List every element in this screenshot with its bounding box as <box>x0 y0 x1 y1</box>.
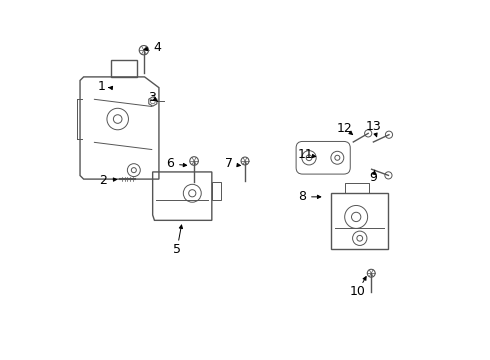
Text: 10: 10 <box>350 285 366 298</box>
Text: 9: 9 <box>369 171 377 184</box>
Text: 6: 6 <box>166 157 173 170</box>
Text: 11: 11 <box>297 148 313 161</box>
Text: 1: 1 <box>98 80 105 93</box>
Text: 12: 12 <box>337 122 353 135</box>
Text: 13: 13 <box>366 121 381 134</box>
Text: 3: 3 <box>148 91 156 104</box>
Text: 5: 5 <box>173 243 181 256</box>
Text: 8: 8 <box>297 190 306 203</box>
Text: 7: 7 <box>225 157 233 170</box>
Text: 4: 4 <box>153 41 161 54</box>
Text: 2: 2 <box>99 174 107 186</box>
